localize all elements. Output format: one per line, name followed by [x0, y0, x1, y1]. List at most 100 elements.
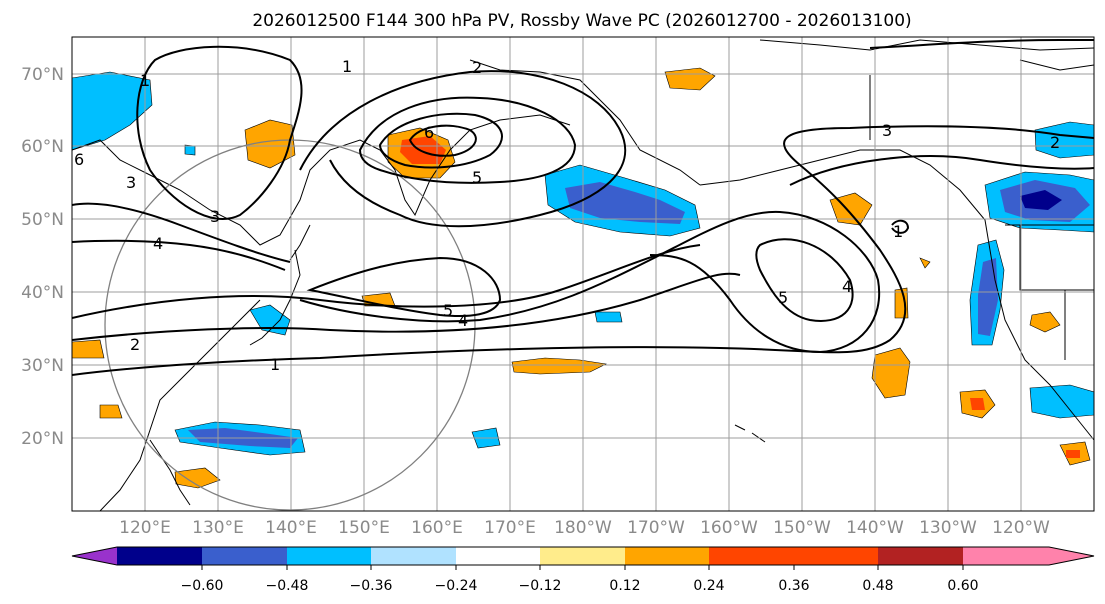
contour-label: 3: [126, 173, 136, 192]
colorbar-outline: [71, 546, 1095, 566]
pv-contour-9: [72, 239, 286, 271]
pv-contour-3: [72, 244, 701, 319]
negative-anomaly-pnw-deep: [1020, 190, 1062, 210]
colorbar-extend-max: [1049, 547, 1094, 565]
colorbar-extend-min: [72, 547, 117, 565]
colorbar-segment: [625, 547, 709, 565]
lon-label: 120°E: [119, 518, 171, 538]
contour-label: 1: [140, 71, 150, 90]
coast-canada: [759, 39, 1094, 140]
pv-contour-15: [891, 219, 910, 234]
map-frame: [71, 36, 1095, 512]
contour-label: 6: [424, 123, 434, 142]
contour-label: 2: [1050, 133, 1060, 152]
contour-label: 5: [443, 301, 453, 320]
pv-contour-10: [299, 70, 627, 228]
pv-contour-2: [72, 272, 741, 341]
colorbar-tick-label: 0.48: [862, 578, 893, 594]
pv-contour-4: [299, 210, 881, 354]
contour-label: 1: [893, 222, 903, 241]
coast-us-borders: [1005, 224, 1094, 360]
lon-label: 120°W: [992, 518, 1050, 538]
contour-label: 5: [778, 288, 788, 307]
colorbar-ticks: [201, 565, 964, 570]
contour-label: 2: [130, 335, 140, 354]
contour-label: 4: [153, 234, 163, 253]
colorbar-tick-label: −0.48: [266, 578, 309, 594]
pv-contour-6: [755, 238, 854, 322]
colorbar-segment: [709, 547, 794, 565]
contour-label: 6: [74, 150, 84, 169]
lon-label: 150°E: [338, 518, 390, 538]
pv-contour-12: [378, 112, 503, 169]
colorbar-segment: [963, 547, 1049, 565]
colorbar-tick-label: −0.36: [350, 578, 393, 594]
lat-label: 40°N: [21, 283, 64, 303]
lat-label: 60°N: [21, 137, 64, 157]
positive-anomaly-siberia: [244, 119, 296, 169]
colorbar-segment: [371, 547, 456, 565]
positive-anomaly-mexico-core: [1066, 450, 1080, 458]
positive-anomaly-west-2: [99, 404, 123, 419]
colorbar-tick-label: 0.36: [778, 578, 809, 594]
colorbar-segment: [794, 547, 878, 565]
colorbar-tick-labels: −0.60 −0.48 −0.36 −0.24 −0.12 0.12 0.24 …: [181, 578, 979, 594]
pv-contours: [72, 39, 1094, 376]
positive-anomaly-east: [871, 347, 911, 399]
colorbar-segment: [202, 547, 287, 565]
map-panel: 1 2 3 4 5 6 1 2 3 4 5 4 5 1 3 2 1 6: [71, 36, 1095, 512]
colorbar-tick-label: −0.24: [435, 578, 478, 594]
lat-label: 50°N: [21, 210, 64, 230]
negative-anomaly-small-1: [594, 311, 623, 323]
colorbar-tick-label: 0.12: [609, 578, 640, 594]
lon-label: 150°W: [773, 518, 831, 538]
coast-philippines: [149, 439, 191, 506]
colorbar: −0.60 −0.48 −0.36 −0.24 −0.12 0.12 0.24 …: [71, 546, 1095, 594]
contour-label: 1: [342, 57, 352, 76]
colorbar-tick-label: −0.60: [181, 578, 224, 594]
colorbar-segment: [878, 547, 963, 565]
contour-label: 1: [270, 355, 280, 374]
latitude-labels: 70°N 60°N 50°N 40°N 30°N 20°N: [21, 65, 64, 449]
negative-anomaly-regions: [72, 71, 1094, 456]
contour-label: 3: [210, 207, 220, 226]
lat-label: 30°N: [21, 356, 64, 376]
colorbar-tick-label: 0.60: [947, 578, 978, 594]
positive-anomaly-small-3: [919, 257, 931, 269]
lon-label: 170°E: [484, 518, 536, 538]
contour-label: 4: [458, 311, 468, 330]
colorbar-tick-label: 0.24: [693, 578, 724, 594]
contour-label: 4: [842, 277, 852, 296]
lat-label: 20°N: [21, 429, 64, 449]
pv-contour-13: [408, 124, 477, 157]
lon-label: 160°W: [700, 518, 758, 538]
colorbar-segment: [287, 547, 371, 565]
lon-label: 140°E: [265, 518, 317, 538]
longitude-labels: 120°E 130°E 140°E 150°E 160°E 170°E 180°…: [119, 518, 1050, 538]
pv-contour-7: [136, 45, 303, 220]
colorbar-segment: [456, 547, 540, 565]
negative-anomaly-california-core: [978, 258, 998, 336]
contour-label: 5: [472, 168, 482, 187]
positive-anomaly-hawaii-ne-core: [970, 398, 985, 410]
pv-contour-14: [789, 155, 1094, 186]
lat-label: 70°N: [21, 65, 64, 85]
pv-contour-8: [72, 202, 291, 263]
lon-label: 160°E: [411, 518, 463, 538]
contour-label: 2: [472, 58, 482, 77]
colorbar-segment: [540, 547, 625, 565]
contour-labels: 1 2 3 4 5 6 1 2 3 4 5 4 5 1 3 2 1 6: [74, 57, 1060, 374]
pv-contour-11: [358, 96, 577, 184]
colorbar-tick-label: −0.12: [519, 578, 562, 594]
lon-label: 170°W: [627, 518, 685, 538]
lon-label: 130°W: [919, 518, 977, 538]
contour-label: 3: [882, 121, 892, 140]
lon-label: 180°W: [554, 518, 612, 538]
colorbar-segment: [117, 547, 202, 565]
negative-anomaly-north-east: [1034, 121, 1094, 159]
lon-label: 140°W: [846, 518, 904, 538]
positive-anomaly-california-off: [1029, 311, 1061, 333]
figure-title: 2026012500 F144 300 hPa PV, Rossby Wave …: [252, 11, 911, 31]
pv-contour-16: [869, 39, 1094, 49]
